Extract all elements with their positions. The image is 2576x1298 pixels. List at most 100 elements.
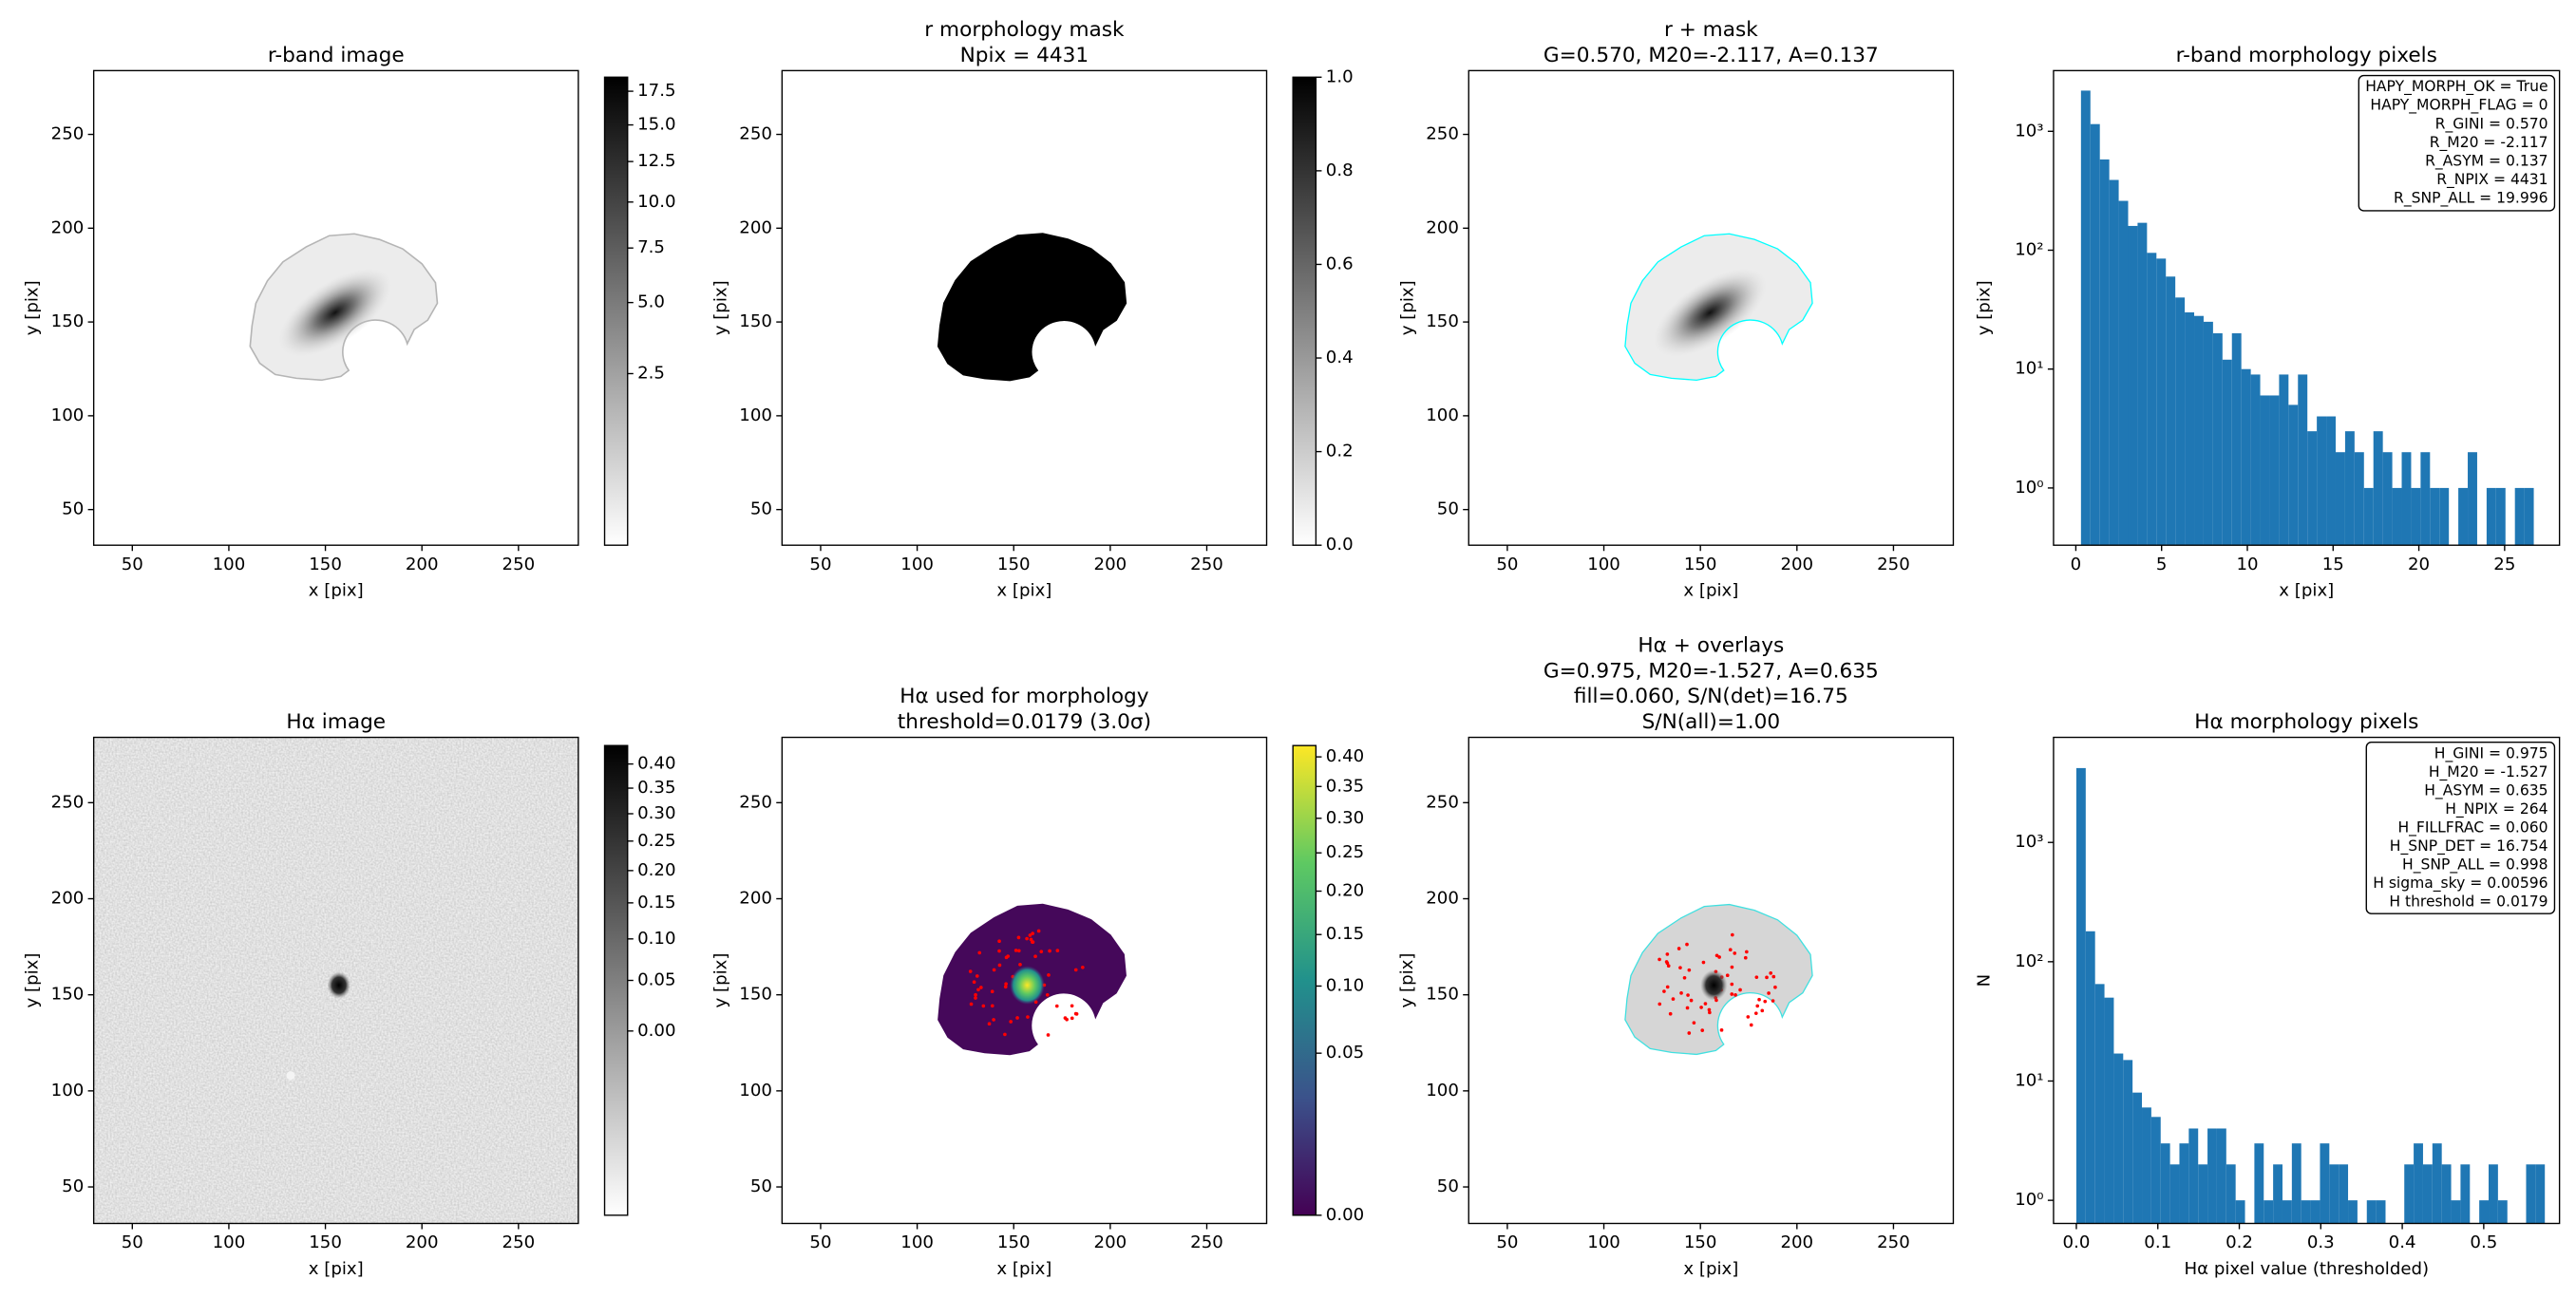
plot-area: [2075, 767, 2546, 1224]
y-tick-label: 250: [739, 124, 772, 144]
panel: 50 100 150 200 250 50 100 150 200 250 Hα used for …: [710, 685, 1364, 1279]
y-tick-label: 150: [739, 985, 772, 1005]
y-axis-label: y [pix]: [1974, 280, 1994, 335]
panel-title: r-band image: [268, 44, 405, 67]
colorbar-tick-label: 0.20: [1326, 881, 1364, 901]
x-tick-label: 200: [406, 1232, 439, 1252]
colorbar-tick-label: 0.00: [637, 1021, 675, 1041]
annotation-line: H_M20 = -1.527: [2429, 763, 2548, 781]
x-tick-label: 150: [309, 555, 342, 574]
colorbar-tick-label: 0.10: [1326, 975, 1364, 995]
y-axis-label: N: [1974, 974, 1994, 988]
histogram-bar: [2422, 1164, 2433, 1224]
histogram-bar: [2288, 404, 2299, 546]
histogram-bar: [2235, 1200, 2245, 1224]
histogram-bar: [2401, 452, 2412, 546]
x-tick-label: 150: [997, 555, 1031, 574]
x-tick-label: 5: [2156, 555, 2168, 574]
histogram-bar: [2301, 1200, 2311, 1224]
y-tick-label: 200: [739, 889, 772, 909]
histogram-bar: [2169, 1164, 2180, 1224]
galaxy-core: [1653, 268, 1767, 357]
histogram-bar: [2260, 395, 2270, 546]
histogram-bar: [2075, 767, 2086, 1224]
x-axis-label: x [pix]: [1683, 581, 1738, 601]
histogram-bar: [2526, 1164, 2536, 1224]
histogram-bar: [2497, 1200, 2508, 1224]
mask-contour: [1625, 234, 1812, 380]
panel: 50 100 150 200 250 50 100 150 200 250 Hα image x [p…: [23, 710, 676, 1279]
histogram-bar: [2198, 1164, 2208, 1224]
plot-area: [938, 903, 1127, 1056]
annotation-line: H_FILLFRAC = 0.060: [2397, 819, 2548, 837]
histogram-bar: [2451, 1200, 2461, 1224]
colorbar: [603, 76, 629, 546]
y-axis-label: y [pix]: [710, 953, 730, 1008]
histogram-bar: [2460, 1164, 2471, 1224]
annotation-line: H_ASYM = 0.635: [2424, 781, 2548, 799]
x-tick-label: 50: [1496, 555, 1518, 574]
histogram-bar: [2524, 487, 2534, 546]
colorbar-tick-label: 0.05: [1326, 1043, 1364, 1063]
histogram-bar: [2320, 1143, 2330, 1224]
y-tick-label: 200: [739, 217, 772, 237]
y-tick-label: 200: [1426, 217, 1459, 237]
colorbar-tick-label: 10.0: [637, 192, 675, 212]
y-tick-label: 150: [1426, 311, 1459, 331]
colorbar: [1292, 76, 1317, 546]
image: [938, 903, 1127, 1056]
x-tick-label: 15: [2322, 555, 2344, 574]
histogram-bar: [2310, 1200, 2320, 1224]
x-tick-label: 200: [1094, 555, 1127, 574]
x-tick-label: 250: [502, 1232, 536, 1252]
histogram-bar: [2382, 452, 2393, 546]
x-tick-label: 150: [309, 1232, 342, 1252]
histogram-bar: [2263, 1200, 2274, 1224]
histogram-bar: [2366, 1200, 2377, 1224]
y-tick-label: 200: [51, 217, 85, 237]
histogram-bar: [2348, 1200, 2358, 1224]
histogram-bar: [2404, 1164, 2415, 1224]
histogram-bar: [2495, 487, 2506, 546]
histogram-bar: [2137, 222, 2148, 546]
x-axis-label: Hα pixel value (thresholded): [2184, 1259, 2429, 1279]
y-tick-label: 150: [1426, 985, 1459, 1005]
y-axis-label: y [pix]: [23, 953, 43, 1008]
x-axis-label: x [pix]: [309, 581, 364, 601]
x-axis-label: x [pix]: [1683, 1259, 1738, 1279]
histogram-bar: [2430, 487, 2440, 546]
histogram-bar: [2307, 431, 2318, 546]
plot-area: [937, 233, 1127, 382]
panel-title: Hα + overlays: [1638, 634, 1784, 658]
y-tick-label: 100: [739, 1081, 772, 1100]
y-tick-label: 100: [1426, 405, 1459, 425]
image: [1625, 905, 1812, 1055]
x-tick-label: 100: [900, 555, 934, 574]
colorbar-tick-label: 7.5: [637, 237, 665, 257]
histogram-bar: [2414, 1143, 2423, 1224]
colorbar-tick-label: 0.40: [1326, 746, 1364, 766]
x-axis-label: x [pix]: [2279, 581, 2334, 601]
x-tick-label: 100: [213, 1232, 246, 1252]
histogram-bar: [2147, 253, 2157, 546]
x-tick-label: 0: [2071, 555, 2082, 574]
y-tick-label: 50: [1437, 1176, 1459, 1196]
panel-title: Npix = 4431: [960, 44, 1089, 67]
histogram-bar: [2094, 984, 2105, 1224]
x-tick-label: 200: [406, 555, 439, 574]
y-tick-label: 10⁰: [2015, 1190, 2043, 1210]
colorbar-tick-label: 0.25: [1326, 842, 1364, 862]
colorbar-tick-label: 0.00: [1326, 1205, 1364, 1225]
y-tick-label: 10¹: [2015, 359, 2043, 379]
y-tick-label: 10²: [2015, 951, 2043, 971]
histogram-bar: [2099, 159, 2110, 546]
y-tick-label: 100: [51, 1081, 85, 1100]
y-tick-label: 50: [750, 499, 772, 519]
colorbar-tick-label: 0.10: [637, 929, 675, 949]
histogram-bar: [2185, 311, 2195, 546]
x-tick-label: 25: [2493, 555, 2515, 574]
annotation-box: [2358, 74, 2556, 212]
x-tick-label: 0.1: [2144, 1232, 2171, 1252]
y-tick-label: 10¹: [2015, 1070, 2043, 1090]
colorbar-tick-label: 0.15: [1326, 924, 1364, 944]
